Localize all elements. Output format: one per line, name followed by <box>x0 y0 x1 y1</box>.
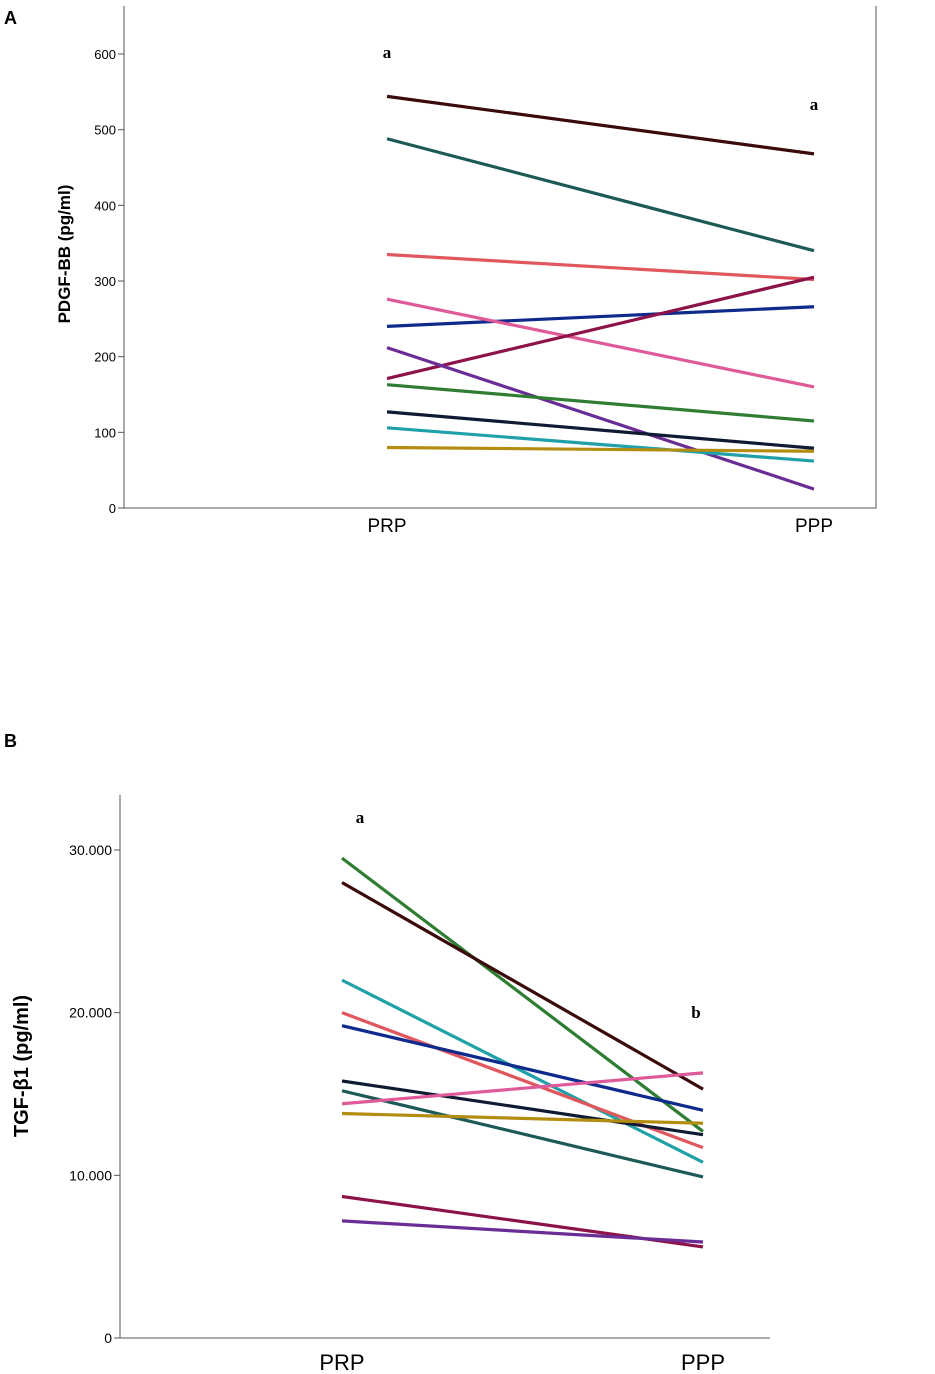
series-line-8 <box>341 1071 704 1106</box>
x-tick-label-prp: PRP <box>367 516 406 537</box>
series-line-1 <box>386 94 815 156</box>
panel-a-y-ticks: 0 100 200 300 400 500 600 <box>94 47 124 516</box>
series-line-10 <box>386 426 815 463</box>
series-line-2 <box>341 881 704 1091</box>
series-line-11 <box>386 445 815 453</box>
panel-b-y-ticks: 0 10.000 20.000 30.000 <box>69 842 120 1346</box>
y-tick-label: 300 <box>94 274 116 289</box>
panel-a-x-ticks: PRP PPP <box>367 516 833 537</box>
series-line-3 <box>386 252 815 282</box>
y-tick-label: 10.000 <box>69 1167 112 1183</box>
series-line-9 <box>386 410 815 450</box>
x-tick-label-prp: PRP <box>319 1350 364 1374</box>
y-tick-label: 0 <box>104 1330 112 1346</box>
panel-a-y-axis-label: PDGF-BB (pg/ml) <box>55 185 74 324</box>
series-line-1 <box>341 856 704 1133</box>
y-tick-label: 600 <box>94 47 116 62</box>
y-tick-label: 400 <box>94 198 116 213</box>
series-line-4 <box>386 305 815 328</box>
series-line-2 <box>386 137 815 253</box>
series-line-7 <box>341 1089 704 1179</box>
panel-b-tgf-b1-chart: B TGF-β1 (pg/ml) 0 10.000 20.000 30.000 PRP… <box>4 731 770 1374</box>
panel-b-series-lines <box>341 856 704 1249</box>
series-line-6 <box>341 1079 704 1137</box>
panel-a-pdgf-bb-chart: A PDGF-BB (pg/ml) 0 100 200 300 400 500 600 PR… <box>4 6 877 537</box>
panel-b-x-ticks: PRP PPP <box>319 1350 725 1374</box>
significance-letter-ppp: b <box>691 1003 700 1022</box>
series-line-9 <box>341 1111 704 1125</box>
panel-b-y-axis-label: TGF-β1 (pg/ml) <box>11 995 33 1137</box>
series-line-7 <box>386 346 815 491</box>
series-line-6 <box>386 275 815 381</box>
series-line-11 <box>341 1219 704 1244</box>
x-tick-label-ppp: PPP <box>795 516 833 537</box>
y-tick-label: 0 <box>109 501 116 516</box>
panel-b-axes <box>119 795 770 1339</box>
series-line-5 <box>386 297 815 389</box>
y-tick-label: 200 <box>94 350 116 365</box>
panel-a-series-lines <box>386 94 815 491</box>
panel-b-annotations: ab <box>356 808 701 1022</box>
y-tick-label: 500 <box>94 123 116 138</box>
series-line-5 <box>341 1024 704 1112</box>
panel-b-letter: B <box>4 731 17 751</box>
y-tick-label: 30.000 <box>69 842 112 858</box>
series-line-3 <box>341 978 704 1164</box>
panel-a-annotations: aa <box>383 43 819 114</box>
significance-letter-ppp: a <box>810 95 819 114</box>
y-tick-label: 100 <box>94 425 116 440</box>
significance-letter-prp: a <box>383 43 392 62</box>
significance-letter-prp: a <box>356 808 365 827</box>
y-tick-label: 20.000 <box>69 1005 112 1021</box>
series-line-8 <box>386 383 815 423</box>
x-tick-label-ppp: PPP <box>681 1350 725 1374</box>
panel-a-letter: A <box>4 8 17 28</box>
panel-a-plot-frame <box>123 6 877 509</box>
